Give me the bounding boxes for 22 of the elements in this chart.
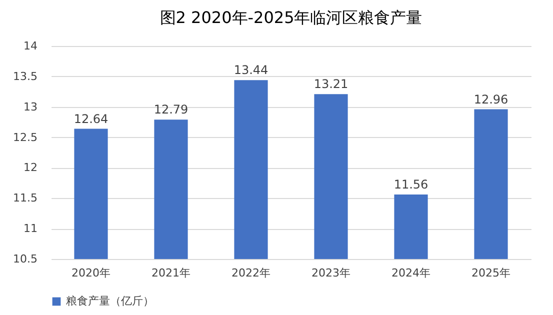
y-tick-label: 14 [24,40,38,52]
legend-label: 粮食产量（亿斤） [66,294,154,308]
y-tick-label: 11.5 [13,192,38,205]
x-tick-label: 2021年 [152,266,190,280]
x-tick-label: 2025年 [472,266,510,280]
chart-title: 图2 2020年-2025年临河区粮食产量 [160,8,422,27]
x-tick-label: 2024年 [392,266,430,280]
x-tick-label: 2020年 [72,266,110,280]
data-label: 12.79 [154,102,188,117]
x-tick-label: 2023年 [312,266,350,280]
x-tick-label: 2022年 [232,266,270,280]
y-tick-label: 12 [24,161,38,174]
y-tick-label: 11 [24,222,38,236]
data-label: 13.21 [314,77,348,92]
data-label: 13.44 [234,63,268,78]
y-tick-label: 13 [24,100,38,114]
data-label: 12.64 [74,112,108,126]
y-tick-label: 13.5 [13,70,38,83]
y-tick-label: 12.5 [13,130,38,144]
data-label: 11.56 [394,177,428,192]
y-tick-label: 10.5 [13,252,38,266]
data-label: 12.96 [474,92,508,106]
